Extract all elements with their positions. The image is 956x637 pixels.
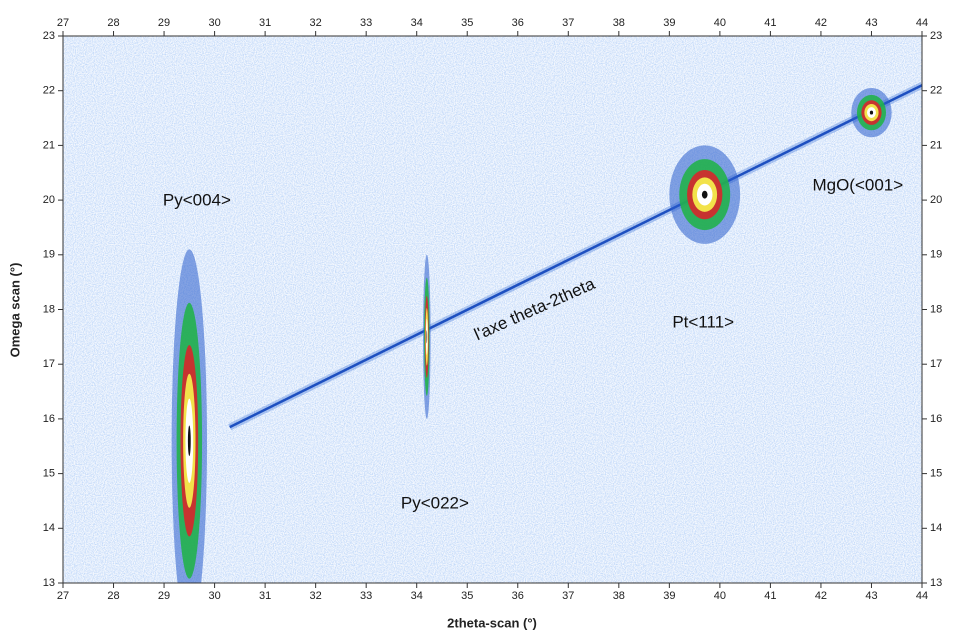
x-tick-label-top: 42 <box>815 17 827 29</box>
annotation: Pt<111> <box>672 313 734 332</box>
y-axis-title: Omega scan (°) <box>7 263 22 358</box>
x-tick-label: 27 <box>57 590 69 602</box>
x-tick-label-top: 32 <box>310 17 322 29</box>
x-tick-label-top: 41 <box>764 17 776 29</box>
x-tick-label-top: 44 <box>916 17 928 29</box>
x-tick-label: 33 <box>360 590 372 602</box>
x-tick-label-top: 34 <box>411 17 423 29</box>
x-tick-label: 36 <box>512 590 524 602</box>
x-tick-label: 37 <box>562 590 574 602</box>
x-tick-label: 43 <box>865 590 877 602</box>
y-tick-label: 13 <box>43 577 55 589</box>
x-tick-label: 42 <box>815 590 827 602</box>
annotation: MgO(<001> <box>812 175 903 194</box>
y-tick-label: 23 <box>43 30 55 42</box>
y-tick-label: 14 <box>43 522 55 534</box>
y-tick-label-right: 17 <box>930 358 942 370</box>
annotation: Py<004> <box>163 191 231 210</box>
x-tick-label: 38 <box>613 590 625 602</box>
y-tick-label-right: 18 <box>930 303 942 315</box>
x-tick-label: 30 <box>208 590 220 602</box>
x-tick-label: 32 <box>310 590 322 602</box>
y-tick-label: 18 <box>43 303 55 315</box>
x-tick-label: 44 <box>916 590 928 602</box>
y-tick-label: 21 <box>43 139 55 151</box>
x-tick-label-top: 30 <box>208 17 220 29</box>
x-tick-label: 40 <box>714 590 726 602</box>
x-tick-label-top: 35 <box>461 17 473 29</box>
y-tick-label: 19 <box>43 249 55 261</box>
peak <box>869 110 874 115</box>
x-tick-label-top: 29 <box>158 17 170 29</box>
x-tick-label-top: 37 <box>562 17 574 29</box>
x-tick-label: 28 <box>107 590 119 602</box>
y-tick-label-right: 22 <box>930 85 942 97</box>
x-tick-label-top: 39 <box>663 17 675 29</box>
peak <box>187 425 191 457</box>
y-tick-label-right: 16 <box>930 413 942 425</box>
x-tick-label: 34 <box>411 590 423 602</box>
annotation: Py<022> <box>401 494 469 513</box>
y-tick-label-right: 13 <box>930 577 942 589</box>
y-tick-label-right: 23 <box>930 30 942 42</box>
y-tick-label: 22 <box>43 85 55 97</box>
x-tick-label-top: 31 <box>259 17 271 29</box>
x-axis-title: 2theta-scan (°) <box>447 615 537 630</box>
x-tick-label: 29 <box>158 590 170 602</box>
peak <box>426 330 428 344</box>
x-tick-label-top: 43 <box>865 17 877 29</box>
x-tick-label-top: 27 <box>57 17 69 29</box>
x-tick-label: 41 <box>764 590 776 602</box>
streak <box>229 84 922 429</box>
x-tick-label: 35 <box>461 590 473 602</box>
y-tick-label-right: 21 <box>930 139 942 151</box>
x-tick-label-top: 28 <box>107 17 119 29</box>
x-tick-label-top: 40 <box>714 17 726 29</box>
y-tick-label-right: 14 <box>930 522 942 534</box>
x-tick-label: 31 <box>259 590 271 602</box>
plot-area <box>63 36 922 583</box>
x-tick-label-top: 33 <box>360 17 372 29</box>
x-tick-label-top: 36 <box>512 17 524 29</box>
y-tick-label: 16 <box>43 413 55 425</box>
y-tick-label: 17 <box>43 358 55 370</box>
y-tick-label-right: 19 <box>930 249 942 261</box>
y-tick-label-right: 15 <box>930 468 942 480</box>
peak <box>701 190 708 199</box>
x-tick-label: 39 <box>663 590 675 602</box>
x-tick-label-top: 38 <box>613 17 625 29</box>
y-tick-label-right: 20 <box>930 194 942 206</box>
y-tick-label: 20 <box>43 194 55 206</box>
y-tick-label: 15 <box>43 468 55 480</box>
